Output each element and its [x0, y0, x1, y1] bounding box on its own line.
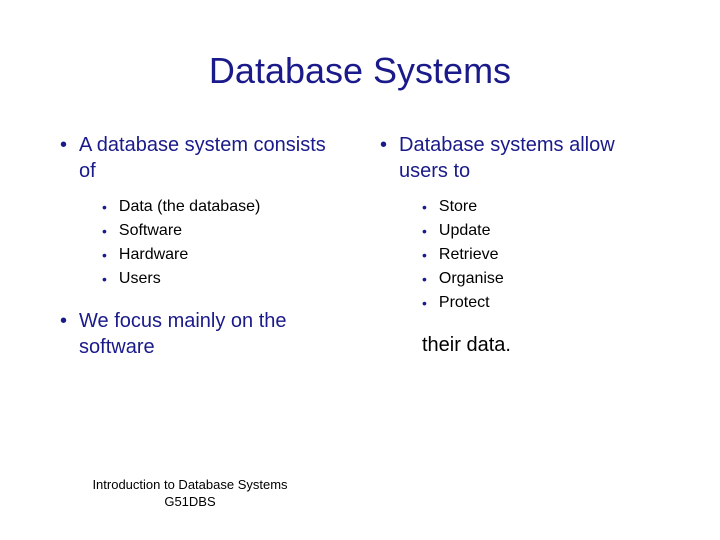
list-item: • Software — [102, 220, 340, 242]
bullet-icon: • — [102, 220, 107, 242]
list-item: • Users — [102, 268, 340, 290]
list-item: • Store — [422, 196, 660, 218]
list-item: • Update — [422, 220, 660, 242]
item-text: Protect — [439, 292, 490, 314]
left-heading-2: • We focus mainly on the software — [60, 308, 340, 360]
item-text: Retrieve — [439, 244, 499, 266]
right-heading-1: • Database systems allow users to — [380, 132, 660, 184]
slide-footer: Introduction to Database Systems G51DBS — [80, 476, 300, 510]
right-column: • Database systems allow users to • Stor… — [380, 132, 660, 372]
footer-line-2: G51DBS — [80, 493, 300, 510]
item-text: Users — [119, 268, 161, 290]
bullet-icon: • — [102, 268, 107, 290]
right-trailing-text: their data. — [422, 332, 660, 358]
bullet-icon: • — [422, 196, 427, 218]
list-item: • Retrieve — [422, 244, 660, 266]
item-text: Organise — [439, 268, 504, 290]
bullet-icon: • — [422, 244, 427, 266]
bullet-icon: • — [380, 132, 387, 158]
footer-line-1: Introduction to Database Systems — [80, 476, 300, 493]
bullet-icon: • — [60, 132, 67, 158]
slide-title: Database Systems — [60, 50, 660, 92]
bullet-icon: • — [422, 268, 427, 290]
list-item: • Protect — [422, 292, 660, 314]
bullet-icon: • — [60, 308, 67, 334]
list-item: • Data (the database) — [102, 196, 340, 218]
bullet-icon: • — [102, 196, 107, 218]
heading-text: We focus mainly on the software — [79, 308, 340, 360]
bullet-icon: • — [422, 292, 427, 314]
bullet-icon: • — [422, 220, 427, 242]
heading-text: Database systems allow users to — [399, 132, 660, 184]
item-text: Store — [439, 196, 477, 218]
list-item: • Organise — [422, 268, 660, 290]
bullet-icon: • — [102, 244, 107, 266]
content-columns: • A database system consists of • Data (… — [60, 132, 660, 372]
left-column: • A database system consists of • Data (… — [60, 132, 340, 372]
heading-text: A database system consists of — [79, 132, 340, 184]
item-text: Data (the database) — [119, 196, 260, 218]
list-item: • Hardware — [102, 244, 340, 266]
item-text: Hardware — [119, 244, 188, 266]
item-text: Update — [439, 220, 491, 242]
left-sublist-1: • Data (the database) • Software • Hardw… — [102, 196, 340, 290]
right-sublist-1: • Store • Update • Retrieve • Organise •… — [422, 196, 660, 314]
item-text: Software — [119, 220, 182, 242]
left-heading-1: • A database system consists of — [60, 132, 340, 184]
